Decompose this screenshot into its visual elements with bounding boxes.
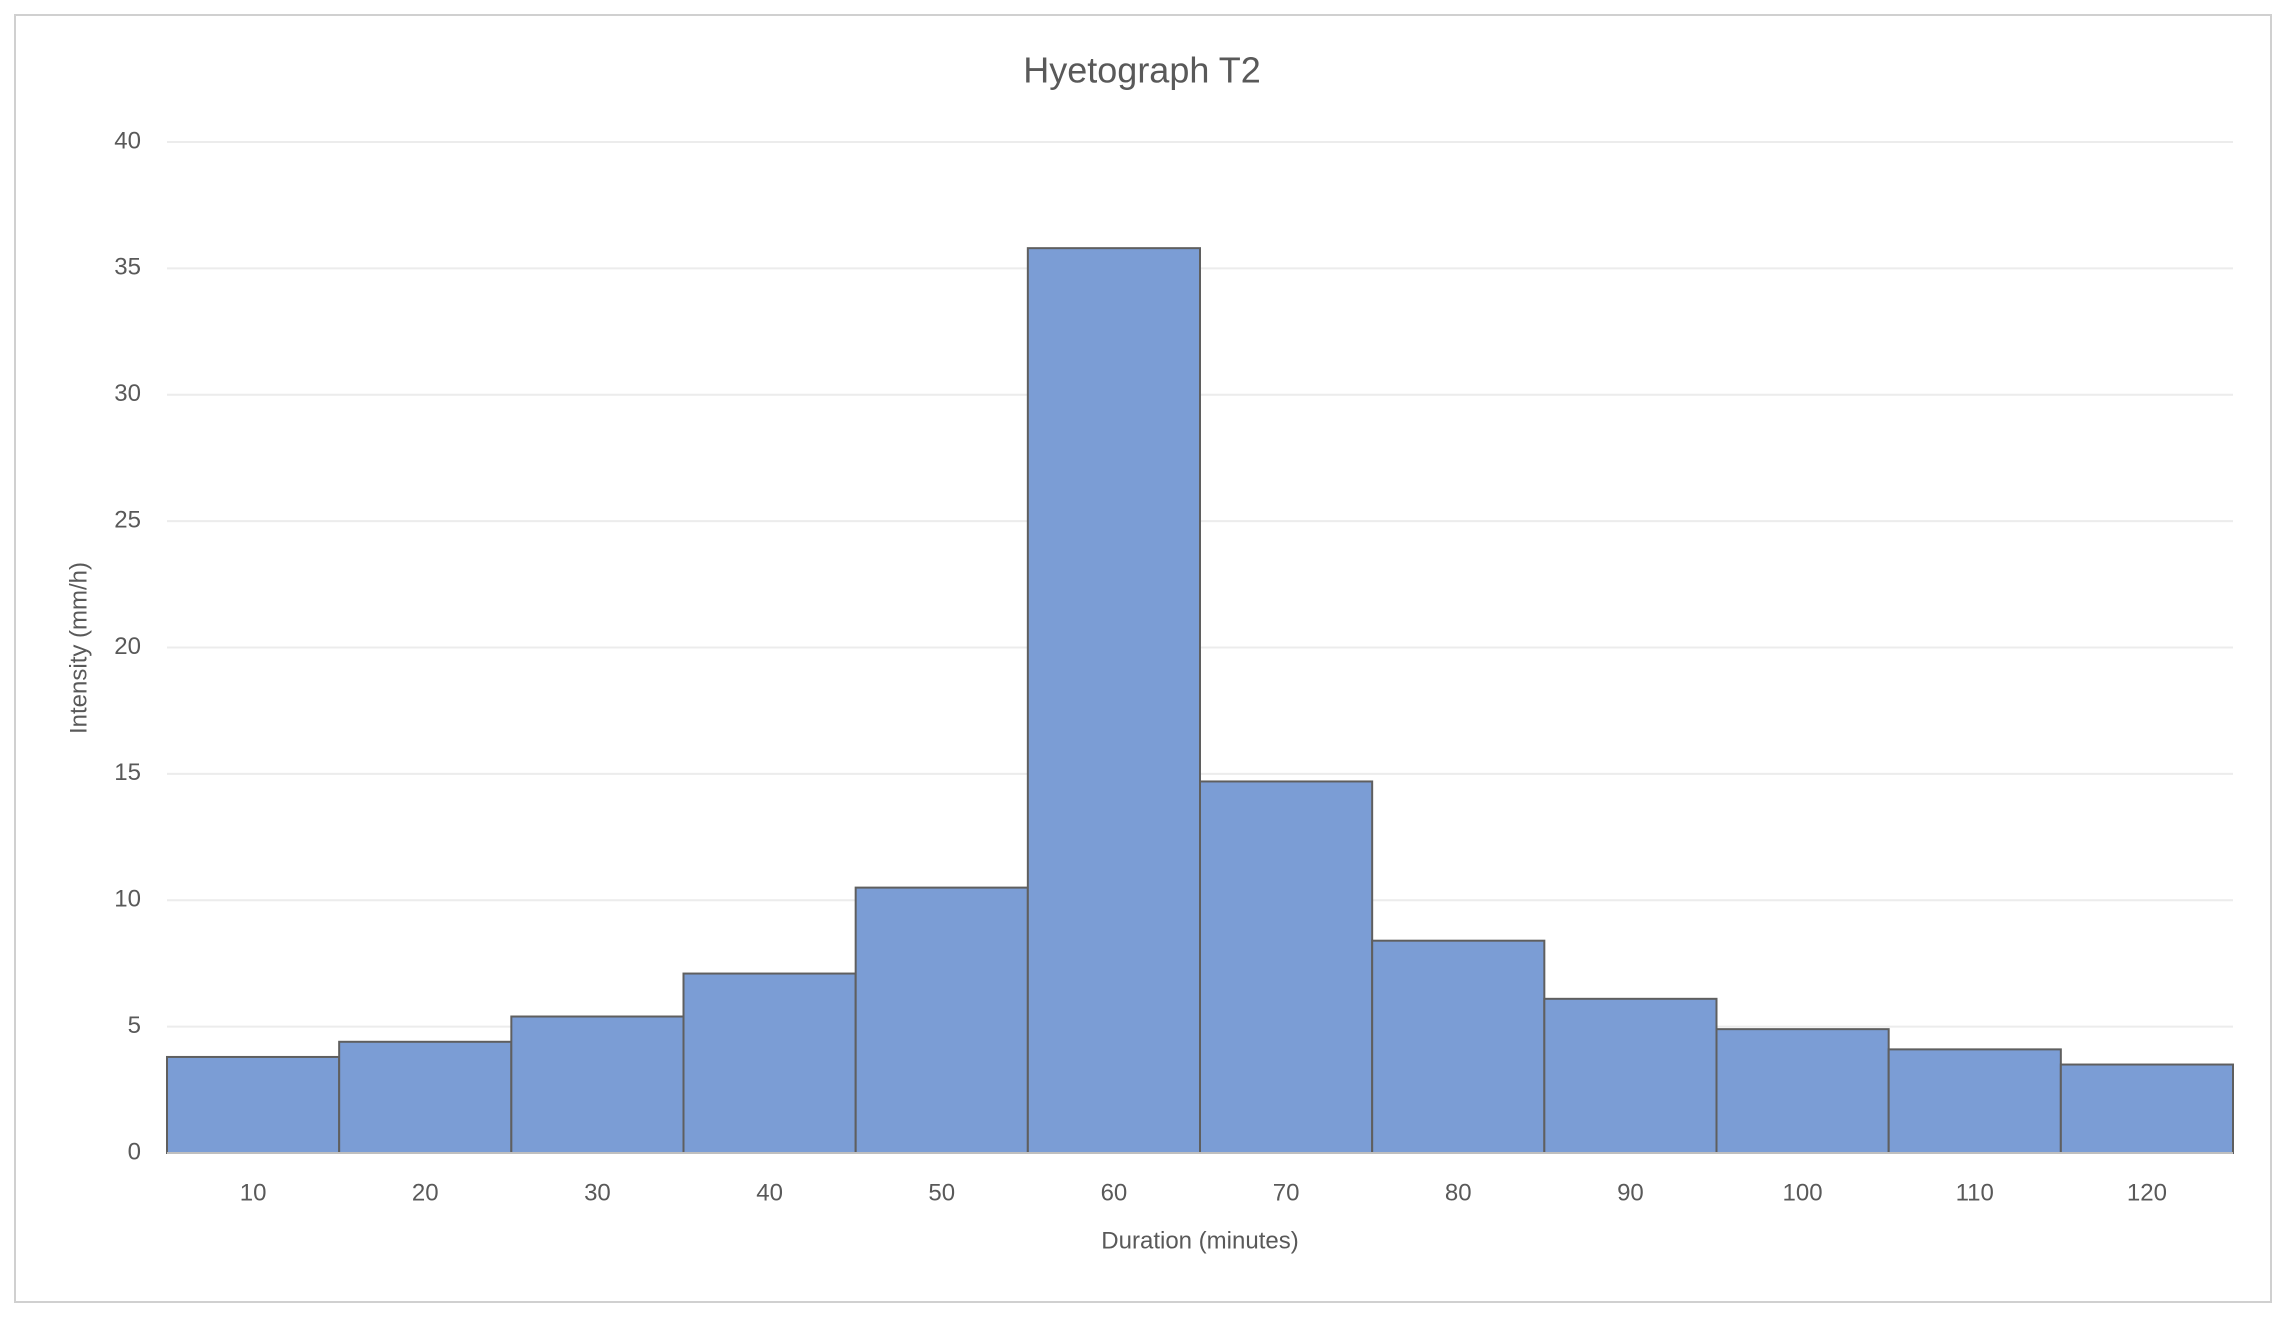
x-tick-label: 20 (412, 1179, 439, 1206)
bar (1715, 1028, 1890, 1154)
bar (2059, 1063, 2234, 1154)
x-tick-label: 40 (756, 1179, 783, 1206)
x-tick-label: 10 (240, 1179, 267, 1206)
y-tick-label: 10 (114, 886, 141, 913)
x-tick-label: 110 (1956, 1179, 1994, 1206)
y-axis-title: Intensity (mm/h) (65, 562, 92, 734)
bar (1026, 247, 1202, 1154)
x-axis-title: Duration (minutes) (1101, 1227, 1298, 1254)
x-tick-label: 100 (1783, 1179, 1823, 1206)
x-tick-label: 30 (584, 1179, 611, 1206)
y-tick-label: 15 (114, 759, 141, 786)
bar (1887, 1048, 2062, 1155)
bar (1371, 939, 1546, 1154)
bar (854, 886, 1029, 1154)
bar (338, 1040, 513, 1155)
x-tick-label: 60 (1101, 1179, 1128, 1206)
bar (682, 972, 857, 1154)
y-tick-label: 25 (114, 506, 141, 533)
y-tick-label: 35 (114, 254, 141, 281)
bar (166, 1055, 341, 1154)
x-tick-label: 90 (1617, 1179, 1644, 1206)
x-tick-label: 80 (1445, 1179, 1472, 1206)
x-tick-label: 70 (1273, 1179, 1300, 1206)
y-tick-label: 20 (114, 633, 141, 660)
x-tick-label: 50 (928, 1179, 955, 1206)
bar (1199, 780, 1374, 1155)
y-tick-label: 40 (114, 127, 141, 154)
y-tick-label: 30 (114, 380, 141, 407)
chart-title: Hyetograph T2 (1023, 50, 1260, 91)
y-tick-label: 5 (128, 1012, 141, 1039)
y-tick-label: 0 (128, 1138, 141, 1165)
bar (1543, 997, 1718, 1155)
x-tick-label: 120 (2127, 1179, 2167, 1206)
bar (510, 1015, 685, 1155)
